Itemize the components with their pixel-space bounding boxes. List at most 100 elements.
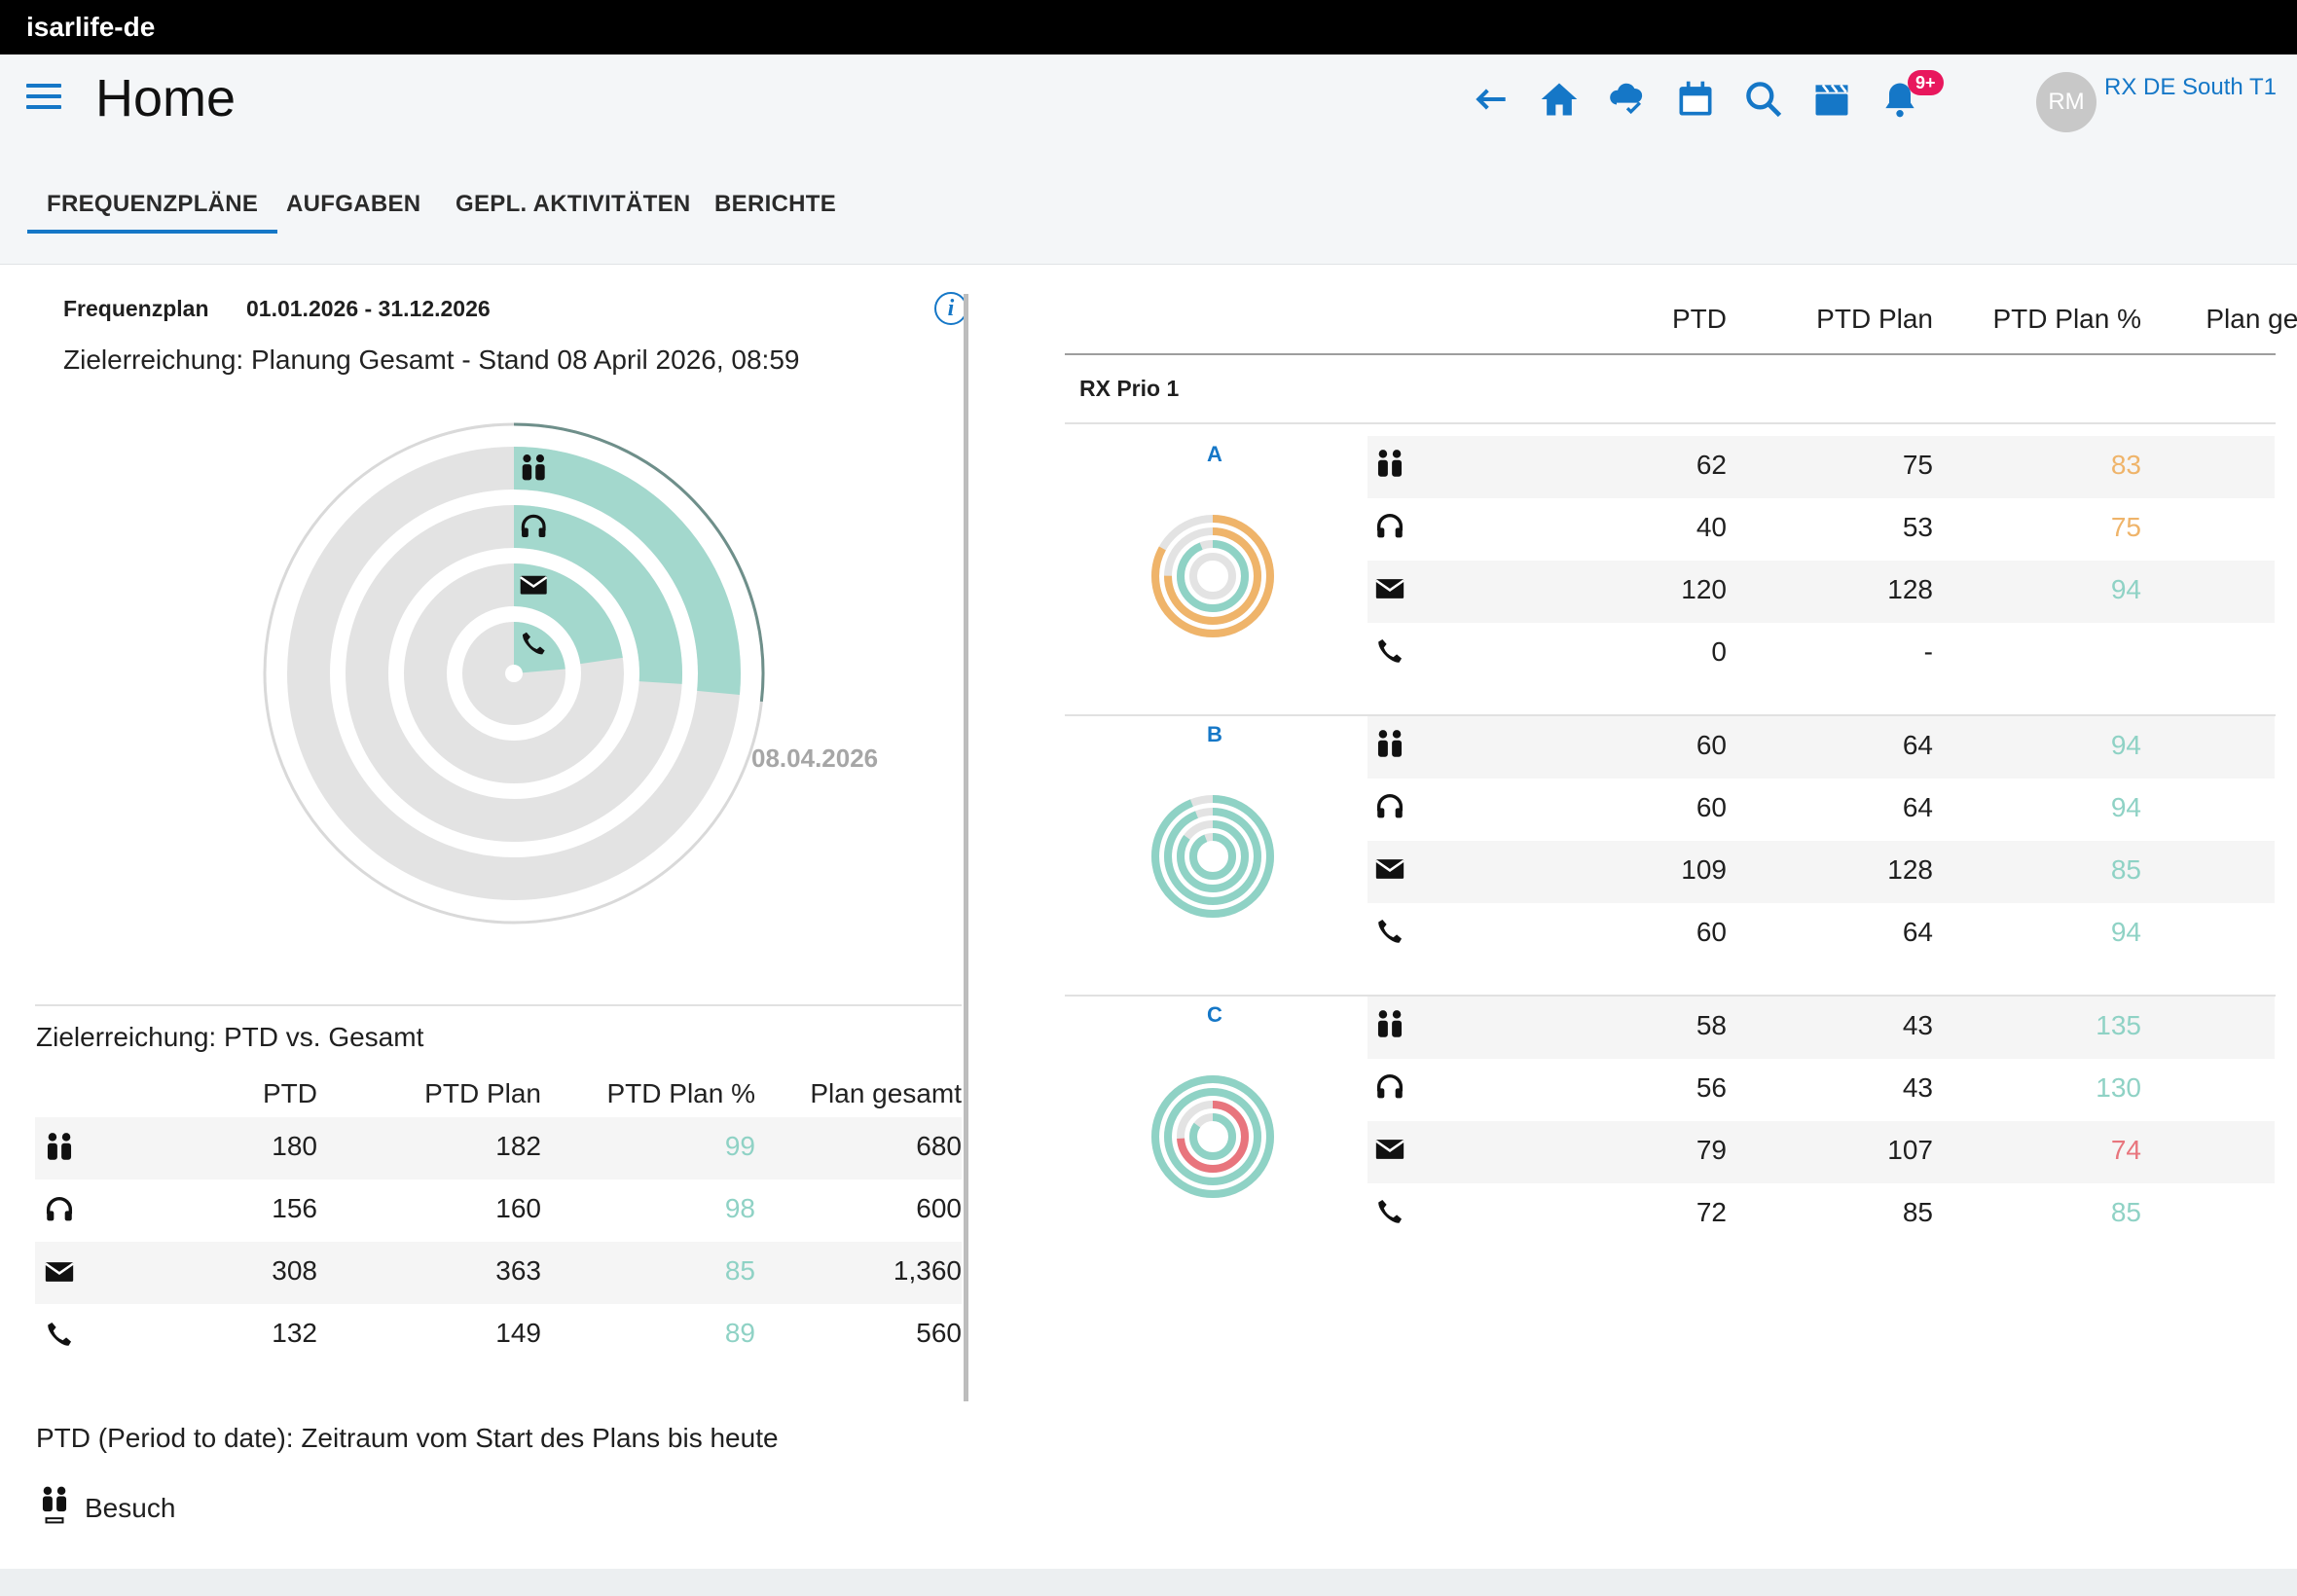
col-ptd: PTD <box>1672 304 1727 334</box>
headset-icon <box>1373 790 1406 823</box>
cell-ptd-plan-pct: 94 <box>2110 574 2141 604</box>
cell-ptd: 79 <box>1695 1135 1727 1165</box>
cell-plan-gesamt: 160 <box>2135 1072 2297 1104</box>
table-row: 12012894480 <box>1367 561 2275 623</box>
table-row: 180 182 99 680 <box>35 1117 962 1179</box>
clapperboard-icon[interactable] <box>1810 78 1857 130</box>
cell-ptd-plan: 182 <box>495 1131 541 1161</box>
cell-plan-gesamt: 400 <box>2135 1135 2297 1166</box>
app-title: isarlife-de <box>26 12 156 42</box>
home-icon[interactable] <box>1538 78 1585 130</box>
donut-ring-arc <box>1151 515 1274 637</box>
cell-ptd-plan: 85 <box>1902 1197 1933 1227</box>
table-row: 308 363 85 1,360 <box>35 1242 962 1304</box>
table-row: 606494240 <box>1367 716 2275 779</box>
col-ptd-plan: PTD Plan <box>1816 304 1933 334</box>
header: Home 9+ RM RX DE South T1 FREQUENZPLÄNE … <box>0 54 2297 265</box>
table-row: 7910774400 <box>1367 1121 2275 1183</box>
cell-ptd-plan: 43 <box>1902 1072 1933 1103</box>
prio-label: RX Prio 1 <box>1079 376 1180 401</box>
today-marker-arc <box>513 422 765 703</box>
tab-aufgaben[interactable]: AUFGABEN <box>286 191 421 217</box>
tab-berichte[interactable]: BERICHTE <box>714 191 837 217</box>
cell-plan-gesamt: 280 <box>2135 450 2297 481</box>
cell-plan-gesamt: 1,360 <box>893 1255 962 1286</box>
people-icon <box>1373 448 1406 481</box>
cell-ptd-plan-pct: 130 <box>2096 1072 2141 1103</box>
table-row: 5843135160 <box>1367 997 2275 1059</box>
cell-plan-gesamt: 600 <box>916 1193 962 1223</box>
phone-icon <box>1373 635 1406 668</box>
ziel-planung-title: Zielerreichung: Planung Gesamt - Stand 0… <box>63 345 800 375</box>
cell-ptd-plan: 128 <box>1887 854 1933 885</box>
group-label: C <box>1207 1002 1222 1027</box>
donut-ring-arc <box>1151 1075 1274 1198</box>
people-icon <box>1373 728 1406 761</box>
table-row: 405375200 <box>1367 498 2275 561</box>
cell-ptd-plan: 64 <box>1902 730 1933 760</box>
envelope-icon <box>1373 852 1406 886</box>
tab-gepl-aktivitaeten[interactable]: GEPL. AKTIVITÄTEN <box>456 191 691 217</box>
cell-ptd-plan-pct: 89 <box>724 1318 755 1348</box>
cell-ptd-plan: 43 <box>1902 1010 1933 1040</box>
col-plan-gesamt: Plan gesamt <box>810 1078 962 1108</box>
col-ptd-plan-pct: PTD Plan % <box>606 1078 756 1108</box>
back-arrow-icon[interactable] <box>1470 78 1516 130</box>
cell-ptd-plan: 160 <box>495 1193 541 1223</box>
envelope-icon <box>520 575 548 595</box>
tab-frequenzplaene[interactable]: FREQUENZPLÄNE <box>27 179 278 234</box>
headset-icon <box>43 1193 76 1226</box>
headset-icon <box>521 514 546 537</box>
legend-label-besuch: Besuch <box>85 1493 176 1523</box>
radial-ring-arc-email <box>404 563 624 783</box>
cell-ptd-plan: 107 <box>1887 1135 1933 1165</box>
menu-icon[interactable] <box>26 84 61 111</box>
divider <box>1065 714 2276 716</box>
cell-ptd-plan: 149 <box>495 1318 541 1348</box>
cell-ptd: 120 <box>1681 574 1727 604</box>
donut-ring-arc <box>1151 795 1274 918</box>
cell-ptd-plan: 363 <box>495 1255 541 1286</box>
cell-ptd: 60 <box>1695 917 1727 947</box>
cell-ptd: 58 <box>1695 1010 1727 1040</box>
cell-ptd-plan-pct: 75 <box>2110 512 2141 542</box>
table-row: 10912885480 <box>1367 841 2275 903</box>
cell-ptd: 40 <box>1695 512 1727 542</box>
cell-ptd: 109 <box>1681 854 1727 885</box>
envelope-icon <box>43 1255 76 1288</box>
divider <box>1065 422 2276 424</box>
plan-label: Frequenzplan <box>63 296 209 321</box>
cell-ptd: 180 <box>272 1131 317 1161</box>
cell-plan-gesamt: 480 <box>2135 854 2297 886</box>
people-icon <box>522 454 545 481</box>
calendar-icon[interactable] <box>1674 78 1721 130</box>
user-label[interactable]: RX DE South T1 <box>2104 74 2277 100</box>
cell-plan-gesamt: 480 <box>2135 574 2297 605</box>
donut-ring-arc <box>1189 833 1236 880</box>
cell-plan-gesamt: 680 <box>916 1131 962 1161</box>
cell-ptd-plan-pct: 83 <box>2110 450 2141 480</box>
donut-ring-arc <box>1177 820 1249 892</box>
panel-scrollbar[interactable] <box>964 294 968 1401</box>
cell-ptd-plan-pct: 85 <box>724 1255 755 1286</box>
cell-ptd-plan-pct: 85 <box>2110 854 2141 885</box>
cell-ptd-plan-pct: 99 <box>724 1131 755 1161</box>
cell-ptd-plan-pct: 94 <box>2110 917 2141 947</box>
cell-ptd: 60 <box>1695 792 1727 822</box>
cell-ptd-plan: 53 <box>1902 512 1933 542</box>
cell-ptd-plan-pct: 98 <box>724 1193 755 1223</box>
notification-badge: 9+ <box>1908 70 1944 95</box>
radial-ring-arc-remote <box>346 505 682 842</box>
cell-ptd-plan-pct: 74 <box>2110 1135 2141 1165</box>
avatar[interactable]: RM <box>2036 72 2096 132</box>
search-icon[interactable] <box>1742 78 1789 130</box>
info-icon[interactable]: i <box>934 292 967 325</box>
cloud-check-icon[interactable] <box>1606 78 1653 130</box>
bell-icon[interactable] <box>1878 78 1925 130</box>
radial-progress-chart <box>263 422 765 925</box>
cell-ptd-plan-pct: 85 <box>2110 1197 2141 1227</box>
table-row: 132 149 89 560 <box>35 1304 962 1366</box>
cell-ptd-plan-pct: 94 <box>2110 730 2141 760</box>
table-row: 5643130160 <box>1367 1059 2275 1121</box>
cell-ptd-plan: 64 <box>1902 917 1933 947</box>
